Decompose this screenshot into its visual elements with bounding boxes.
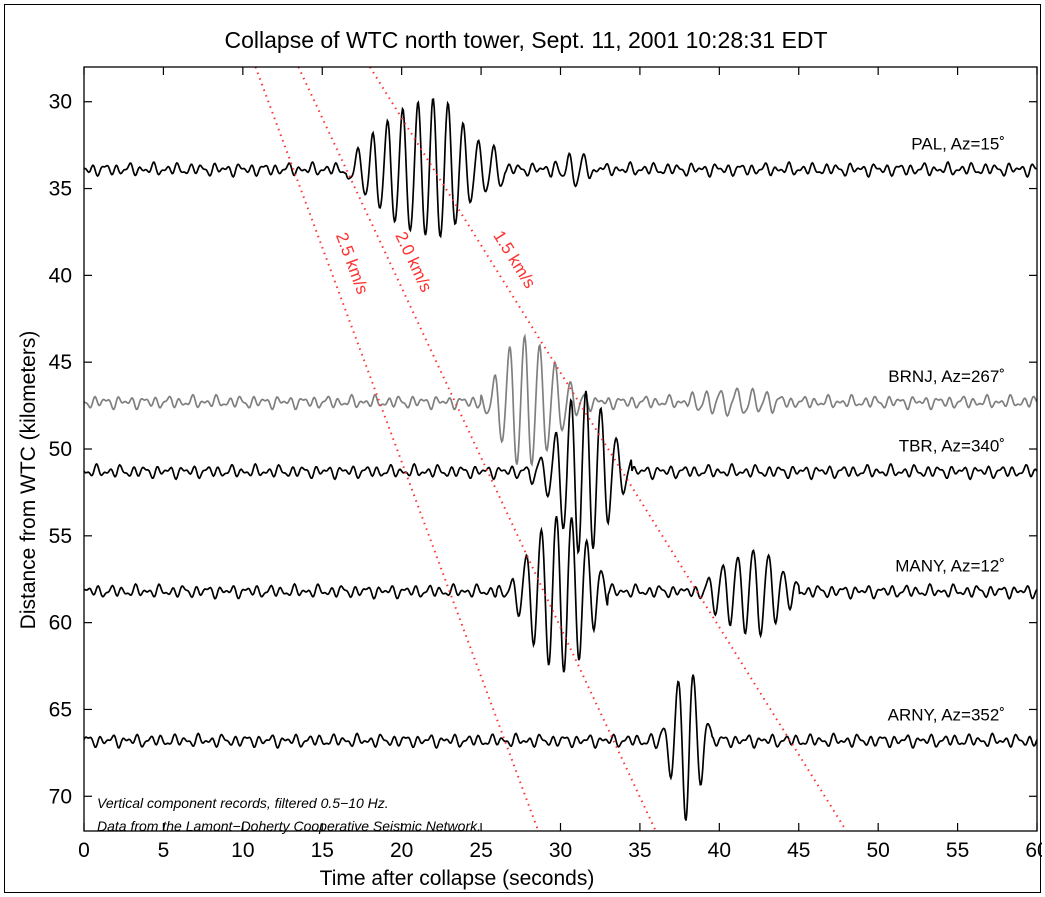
station-label-3: MANY, Az=12˚ bbox=[895, 556, 1005, 575]
note-line-1: Vertical component records, filtered 0.5… bbox=[97, 795, 389, 811]
y-tick-label-0: 30 bbox=[49, 91, 72, 114]
traces-group bbox=[83, 98, 1038, 821]
y-tick-label-7: 65 bbox=[49, 698, 72, 721]
y-tick-label-4: 50 bbox=[49, 438, 72, 461]
x-tick-label-11: 55 bbox=[946, 839, 969, 862]
y-tick-label-6: 60 bbox=[49, 612, 72, 635]
velocity-line-2 bbox=[369, 66, 848, 832]
velocity-label-1: 2.0 km/s bbox=[391, 229, 435, 295]
velocity-line-1 bbox=[297, 66, 657, 832]
velocity-line-0 bbox=[254, 66, 540, 832]
velocity-lines-group: 2.5 km/s 2.0 km/s 1.5 km/s bbox=[254, 66, 848, 832]
x-tick-label-1: 5 bbox=[158, 839, 170, 862]
y-tick-label-2: 40 bbox=[49, 264, 72, 287]
x-tick-label-3: 15 bbox=[311, 839, 334, 862]
x-tick-label-0: 0 bbox=[78, 839, 90, 862]
note-line-2: Data from the Lamont−Doherty Cooperative… bbox=[97, 818, 481, 834]
chart-title: Collapse of WTC north tower, Sept. 11, 2… bbox=[224, 27, 827, 53]
x-tick-label-6: 30 bbox=[549, 839, 572, 862]
axes-group: 0 5 10 15 20 25 30 35 40 45 50 55 60 30 35 40 45 50 55 60 65… bbox=[49, 66, 1042, 862]
station-label-2: TBR, Az=340˚ bbox=[899, 437, 1005, 456]
trace-2 bbox=[83, 390, 1038, 555]
station-label-0: PAL, Az=15˚ bbox=[911, 134, 1005, 153]
x-tick-label-8: 40 bbox=[708, 839, 731, 862]
trace-0 bbox=[83, 98, 1038, 239]
trace-3 bbox=[84, 515, 1038, 673]
x-tick-label-12: 60 bbox=[1025, 839, 1042, 862]
x-tick-label-2: 10 bbox=[231, 839, 254, 862]
x-tick-label-4: 20 bbox=[390, 839, 413, 862]
station-label-4: ARNY, Az=352˚ bbox=[888, 706, 1005, 725]
y-tick-label-3: 45 bbox=[49, 351, 72, 374]
velocity-label-0: 2.5 km/s bbox=[332, 230, 372, 297]
figure-frame: Collapse of WTC north tower, Sept. 11, 2… bbox=[4, 4, 1042, 893]
trace-1 bbox=[83, 333, 1038, 468]
x-tick-label-7: 35 bbox=[628, 839, 651, 862]
station-label-1: BRNJ, Az=267˚ bbox=[888, 367, 1005, 386]
x-axis-title: Time after collapse (seconds) bbox=[320, 867, 595, 890]
y-tick-label-8: 70 bbox=[49, 785, 72, 808]
labels-group: PAL, Az=15˚ BRNJ, Az=267˚ TBR, Az=340˚ MANY… bbox=[888, 134, 1005, 724]
x-tick-label-10: 50 bbox=[866, 839, 889, 862]
trace-4 bbox=[83, 674, 1038, 821]
x-tick-label-5: 25 bbox=[469, 839, 492, 862]
y-tick-label-5: 55 bbox=[49, 525, 72, 548]
x-tick-label-9: 45 bbox=[787, 839, 810, 862]
y-axis-title: Distance from WTC (kilometers) bbox=[17, 331, 40, 630]
y-tick-label-1: 35 bbox=[49, 178, 72, 201]
velocity-label-2: 1.5 km/s bbox=[489, 227, 539, 292]
seismogram-chart: Collapse of WTC north tower, Sept. 11, 2… bbox=[17, 27, 1042, 890]
